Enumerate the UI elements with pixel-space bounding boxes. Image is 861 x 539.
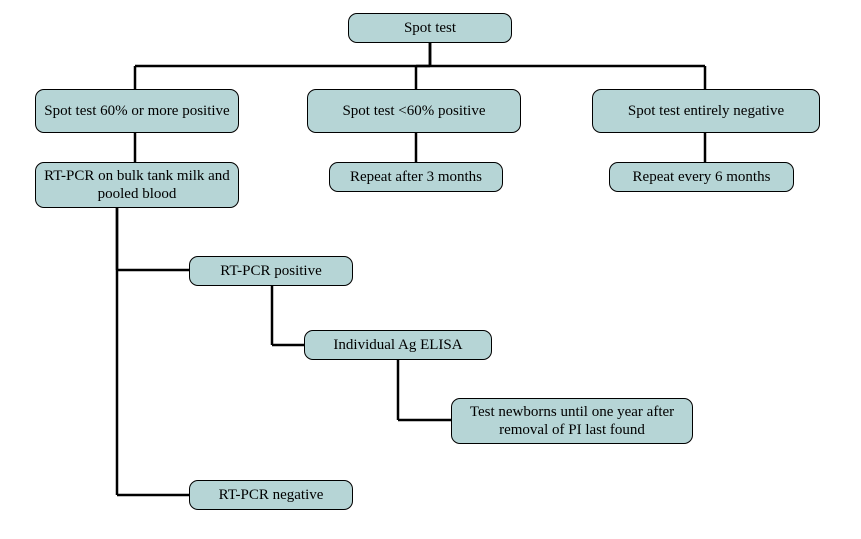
node-rtpcr-neg: RT-PCR negative xyxy=(189,480,353,510)
node-label: Test newborns until one year after remov… xyxy=(458,403,686,439)
node-branch-60plus: Spot test 60% or more positive xyxy=(35,89,239,133)
node-branch-neg: Spot test entirely negative xyxy=(592,89,820,133)
node-label: Spot test <60% positive xyxy=(342,102,485,120)
edges-layer xyxy=(0,0,861,539)
node-label: RT-PCR on bulk tank milk and pooled bloo… xyxy=(42,167,232,203)
node-label: Spot test entirely negative xyxy=(628,102,784,120)
node-spot-test: Spot test xyxy=(348,13,512,43)
node-label: Individual Ag ELISA xyxy=(333,336,462,354)
node-label: RT-PCR negative xyxy=(219,486,324,504)
node-repeat3: Repeat after 3 months xyxy=(329,162,503,192)
node-test-newborns: Test newborns until one year after remov… xyxy=(451,398,693,444)
node-branch-lt60: Spot test <60% positive xyxy=(307,89,521,133)
node-label: Repeat every 6 months xyxy=(633,168,771,186)
flowchart-stage: Spot test Spot test 60% or more positive… xyxy=(0,0,861,539)
node-rtpcr-pos: RT-PCR positive xyxy=(189,256,353,286)
node-label: Spot test xyxy=(404,19,456,37)
node-repeat6: Repeat every 6 months xyxy=(609,162,794,192)
node-label: Spot test 60% or more positive xyxy=(44,102,229,120)
node-label: RT-PCR positive xyxy=(220,262,321,280)
node-rtpcr-bulk: RT-PCR on bulk tank milk and pooled bloo… xyxy=(35,162,239,208)
node-label: Repeat after 3 months xyxy=(350,168,482,186)
node-ag-elisa: Individual Ag ELISA xyxy=(304,330,492,360)
